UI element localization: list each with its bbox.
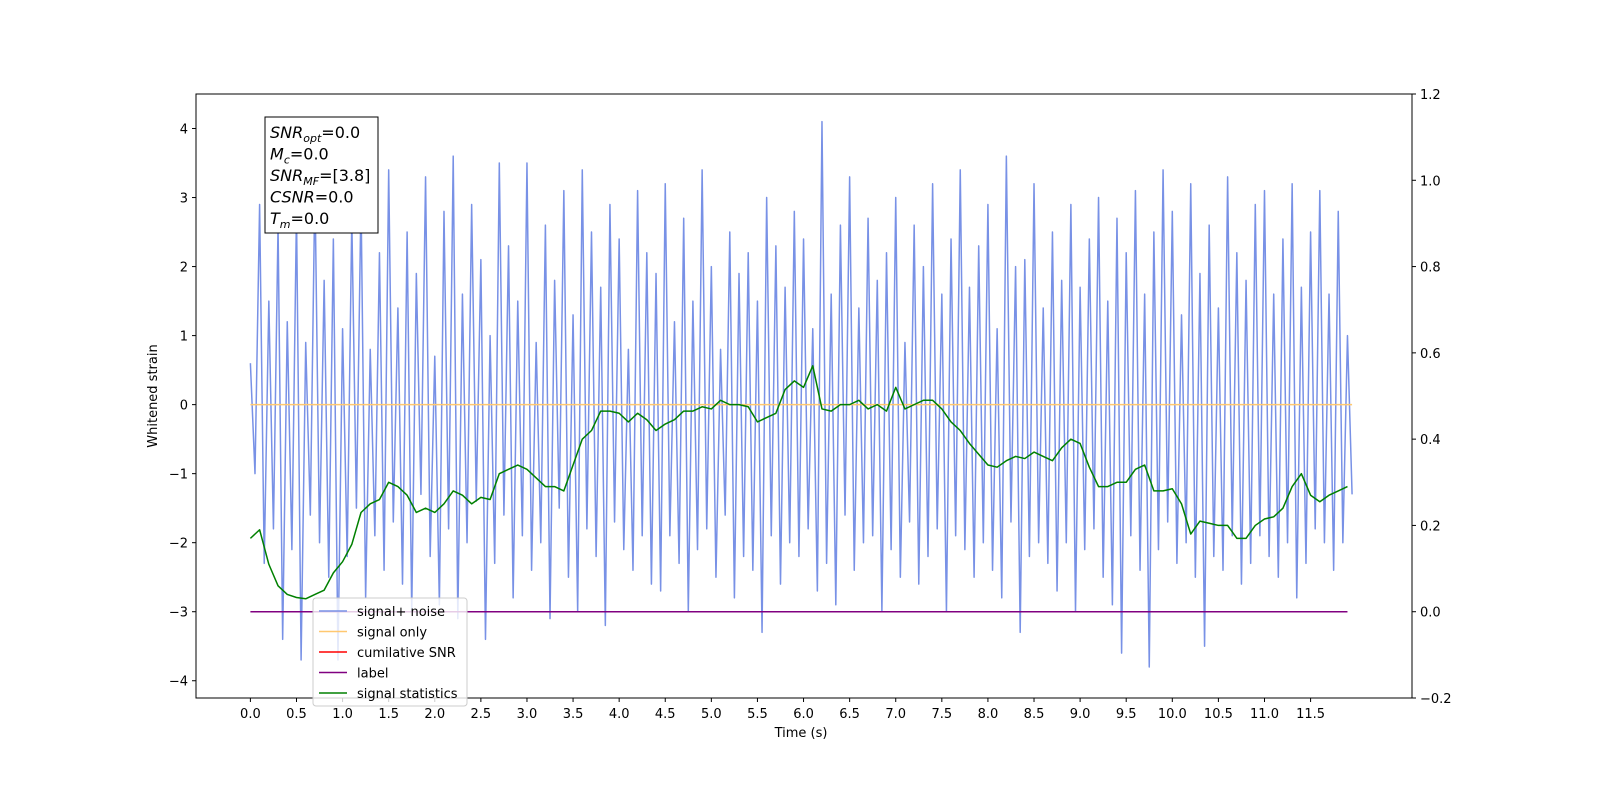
annotation-value: =[3.8] xyxy=(319,166,370,185)
legend-box xyxy=(312,597,468,707)
y-axis-label: Whitened strain xyxy=(146,344,161,447)
legend-label: signal+ noise xyxy=(357,605,445,620)
annotation-box xyxy=(264,116,379,234)
y2-tick-label: 0.2 xyxy=(1420,519,1441,534)
y-tick-label: −1 xyxy=(169,468,188,483)
annotation-value: =0.0 xyxy=(321,123,360,142)
annotation-symbol: SNR xyxy=(270,166,303,185)
x-tick-label: 8.5 xyxy=(1024,707,1045,722)
annotation-line: SNRopt=0.0 xyxy=(270,123,360,145)
y-tick-label: 4 xyxy=(180,123,188,138)
annotation-symbol: CSNR xyxy=(270,188,315,207)
y2-tick-label: −0.2 xyxy=(1420,692,1452,707)
x-tick-label: 0.0 xyxy=(240,707,261,722)
x-tick-label: 7.0 xyxy=(885,707,906,722)
x-tick-label: 4.0 xyxy=(609,707,630,722)
y2-tick-label: 1.0 xyxy=(1420,174,1441,189)
y-tick-label: 1 xyxy=(180,330,188,345)
legend-label: signal statistics xyxy=(357,687,458,702)
x-tick-label: 2.0 xyxy=(424,707,445,722)
annotation-subscript: c xyxy=(284,154,290,167)
legend-label: label xyxy=(357,667,388,682)
annotation-line: SNRMF=[3.8] xyxy=(270,166,370,188)
annotation-line: Mc=0.0 xyxy=(270,145,329,167)
legend-label: signal only xyxy=(357,626,427,641)
x-tick-label: 9.0 xyxy=(1070,707,1091,722)
annotation-symbol: SNR xyxy=(270,123,303,142)
x-tick-label: 4.5 xyxy=(655,707,676,722)
annotation-line: CSNR=0.0 xyxy=(270,188,354,207)
annotation-line: Tm=0.0 xyxy=(270,209,329,231)
x-tick-label: 3.0 xyxy=(517,707,538,722)
y2-tick-label: 0.6 xyxy=(1420,347,1441,362)
x-tick-label: 10.5 xyxy=(1204,707,1233,722)
y2-tick-label: 0.4 xyxy=(1420,433,1441,448)
y-tick-label: 3 xyxy=(180,192,188,207)
y2-tick-label: 1.2 xyxy=(1420,88,1441,103)
x-tick-label: 0.5 xyxy=(286,707,307,722)
y-tick-label: 2 xyxy=(180,261,188,276)
series-line xyxy=(249,120,1353,668)
y-tick-label: −2 xyxy=(169,537,188,552)
y2-tick-label: 0.0 xyxy=(1420,606,1441,621)
x-axis-label: Time (s) xyxy=(774,726,828,741)
series-line xyxy=(249,365,1348,600)
x-tick-label: 5.0 xyxy=(701,707,722,722)
annotation-symbol: M xyxy=(270,145,284,164)
x-tick-label: 6.0 xyxy=(793,707,814,722)
x-tick-label: 9.5 xyxy=(1116,707,1137,722)
annotation-symbol: T xyxy=(270,209,281,228)
annotation-subscript: opt xyxy=(303,132,322,145)
x-tick-label: 6.5 xyxy=(839,707,860,722)
annotation-value: =0.0 xyxy=(291,209,330,228)
x-tick-label: 7.5 xyxy=(931,707,952,722)
x-tick-label: 10.0 xyxy=(1158,707,1187,722)
x-tick-label: 5.5 xyxy=(747,707,768,722)
x-tick-label: 3.5 xyxy=(563,707,584,722)
y-tick-label: 0 xyxy=(180,399,188,414)
annotation-value: =0.0 xyxy=(315,188,354,207)
y-tick-label: −3 xyxy=(169,606,188,621)
annotation-value: =0.0 xyxy=(290,145,329,164)
x-tick-label: 8.0 xyxy=(978,707,999,722)
legend-label: cumilative SNR xyxy=(357,646,456,661)
y2-tick-label: 0.8 xyxy=(1420,261,1441,276)
x-tick-label: 2.5 xyxy=(471,707,492,722)
x-tick-label: 11.5 xyxy=(1296,707,1325,722)
y-tick-label: −4 xyxy=(169,675,188,690)
annotation-subscript: MF xyxy=(303,175,319,188)
annotation-subscript: m xyxy=(280,218,291,231)
x-tick-label: 1.0 xyxy=(332,707,353,722)
x-tick-label: 11.0 xyxy=(1250,707,1279,722)
x-tick-label: 1.5 xyxy=(378,707,399,722)
